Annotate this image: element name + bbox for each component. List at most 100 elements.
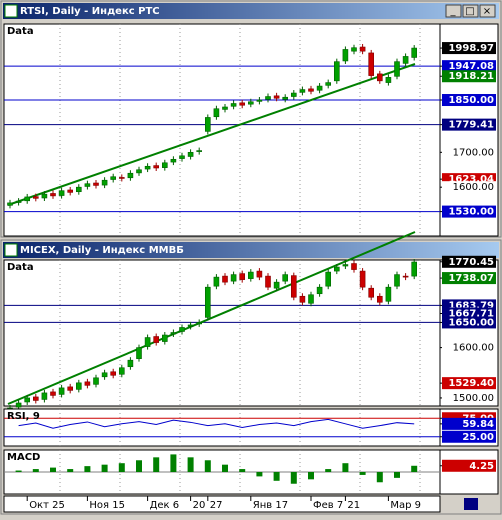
candle [58, 190, 65, 196]
candle [308, 294, 314, 304]
corner-icon[interactable] [464, 498, 478, 510]
price-axis [439, 449, 499, 495]
price-label: 4.25 [469, 461, 494, 472]
candle [76, 186, 82, 193]
candle [299, 295, 306, 303]
candle [290, 92, 297, 97]
candle [256, 99, 263, 102]
candle [342, 264, 349, 267]
candle [196, 322, 202, 325]
window-button-glyph[interactable]: _ [450, 6, 457, 17]
candle [368, 287, 375, 298]
candle [110, 176, 116, 180]
price-label: 1600.00 [453, 343, 494, 354]
candle [248, 271, 254, 279]
title-bar [3, 3, 499, 19]
candle [119, 367, 125, 375]
price-label: 1530.00 [448, 207, 494, 218]
macd-bar [308, 472, 314, 480]
candle [273, 95, 280, 99]
candle [239, 102, 245, 106]
price-label: 1650.00 [448, 317, 494, 328]
candle [170, 332, 177, 335]
candle [93, 377, 99, 385]
window-button[interactable] [462, 4, 479, 18]
candle [265, 275, 271, 288]
price-label-box [442, 377, 496, 390]
macd-bar [101, 464, 108, 472]
candle [376, 73, 383, 82]
window-button[interactable] [479, 4, 496, 18]
trend-line [7, 63, 416, 206]
time-label: 21 [347, 500, 360, 511]
macd-bar [67, 469, 74, 472]
price-label: 1947.08 [448, 61, 494, 72]
candle [187, 152, 194, 157]
candle [119, 177, 125, 179]
panel-label: RSI, 9 [7, 411, 40, 422]
candle [359, 46, 366, 52]
window-icon [4, 243, 18, 257]
candle [205, 117, 211, 132]
time-label: Янв 17 [253, 500, 288, 511]
price-label-box [442, 341, 496, 354]
candle [402, 56, 409, 64]
price-label: 1850.00 [448, 95, 494, 106]
candle [205, 286, 211, 318]
candle [127, 172, 134, 179]
candle [376, 295, 383, 303]
price-label-box [442, 70, 496, 83]
candle [256, 270, 263, 278]
price-label-box [442, 459, 496, 472]
candle [230, 103, 237, 107]
candle [411, 261, 418, 277]
candle [41, 193, 48, 199]
candle [282, 96, 289, 100]
window-button-glyph[interactable]: □ [465, 6, 474, 17]
time-label: 20 [193, 500, 206, 511]
candle [239, 273, 245, 280]
window-button[interactable] [445, 4, 462, 18]
candle [385, 286, 392, 302]
candle [411, 47, 418, 58]
candle [230, 274, 237, 282]
price-label: 25.00 [462, 432, 494, 443]
time-label: Мар 9 [390, 500, 421, 511]
time-axis [3, 495, 441, 513]
candle [15, 200, 22, 203]
price-label-box [442, 316, 496, 329]
price-label-box [442, 94, 496, 107]
candle [394, 61, 400, 77]
price-label: 1529.40 [448, 378, 494, 389]
price-label-box [442, 118, 496, 131]
candle [136, 347, 142, 359]
candle [58, 387, 65, 395]
candle [368, 52, 375, 76]
macd-bar [325, 469, 332, 472]
candle [153, 165, 159, 169]
candle [50, 391, 56, 396]
candle [325, 271, 332, 287]
candle [359, 270, 366, 288]
candle [265, 96, 271, 100]
price-label-box [442, 205, 496, 218]
macd-bar [239, 469, 246, 472]
price-label-box [442, 391, 496, 404]
candle [325, 82, 332, 86]
macd-bar [342, 463, 349, 472]
time-label: Ноя 15 [89, 500, 125, 511]
panel-label: Data [7, 262, 34, 273]
candle [316, 286, 323, 295]
plot-area [3, 259, 441, 407]
candle [402, 275, 409, 278]
macd-bar [359, 472, 366, 475]
candle [24, 397, 31, 403]
price-label-box [442, 42, 496, 55]
price-label: 1770.45 [448, 257, 494, 268]
candle [394, 274, 400, 287]
price-label: 1500.00 [453, 393, 494, 404]
candle [282, 274, 289, 282]
window-button-glyph[interactable]: × [483, 6, 491, 17]
macd-bar [290, 472, 297, 484]
